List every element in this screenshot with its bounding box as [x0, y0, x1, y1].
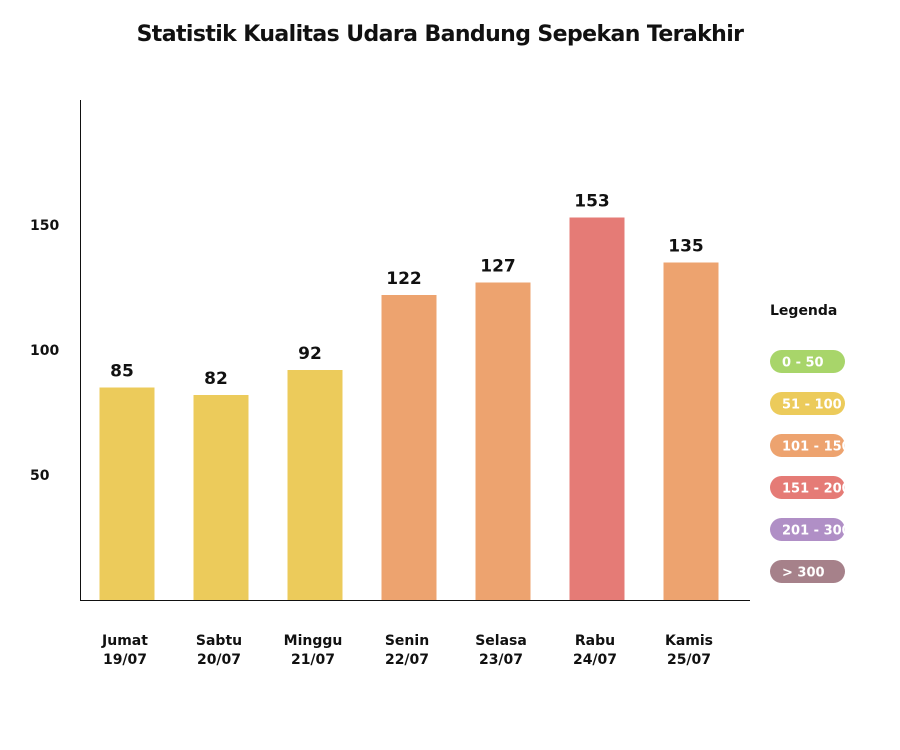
legend-swatch — [770, 434, 845, 457]
x-tick-date: 22/07 — [385, 652, 429, 668]
bar — [475, 282, 531, 600]
legend-label: 51 - 100 — [782, 398, 842, 413]
x-tick-label: Minggu 21/07 — [284, 633, 343, 668]
x-tick-date: 20/07 — [197, 652, 241, 668]
bar-value-label: 135 — [668, 237, 704, 257]
legend-label: > 300 — [782, 566, 825, 581]
y-axis-ticks: 50 100 150 — [30, 218, 59, 484]
bar — [99, 387, 155, 600]
chart-title: Statistik Kualitas Udara Bandung Sepekan… — [136, 22, 744, 47]
bar — [193, 395, 249, 600]
y-tick-label: 150 — [30, 218, 59, 234]
legend-label: 101 - 150 — [782, 440, 851, 455]
x-tick-date: 23/07 — [479, 652, 523, 668]
legend-item: 51 - 100 — [770, 392, 845, 415]
x-tick-day: Minggu — [284, 633, 343, 649]
bar — [287, 370, 343, 600]
legend-title: Legenda — [770, 303, 837, 319]
bar — [381, 295, 437, 600]
x-tick-day: Jumat — [101, 633, 148, 649]
bar-value-label: 92 — [298, 344, 322, 364]
legend-label: 151 - 200 — [782, 482, 851, 497]
x-tick-date: 25/07 — [667, 652, 711, 668]
x-tick-day: Selasa — [475, 633, 527, 649]
bar — [569, 217, 625, 600]
legend-item: 0 - 50 — [770, 350, 845, 373]
legend: Legenda 0 - 50 51 - 100 101 - 150 151 - 200 2… — [770, 303, 851, 583]
x-tick-date: 21/07 — [291, 652, 335, 668]
legend-label: 0 - 50 — [782, 356, 824, 371]
y-tick-label: 100 — [30, 343, 59, 359]
legend-swatch — [770, 350, 845, 373]
bar — [663, 262, 719, 600]
x-tick-label: Jumat 19/07 — [101, 633, 148, 668]
x-tick-label: Kamis 25/07 — [665, 633, 713, 668]
bar-value-label: 82 — [204, 369, 228, 389]
x-axis-ticks: Jumat 19/07 Sabtu 20/07 Minggu 21/07 Senin 22/0… — [101, 633, 713, 668]
x-tick-day: Rabu — [575, 633, 615, 649]
legend-item: 101 - 150 — [770, 434, 851, 457]
bar-value-label: 153 — [574, 192, 610, 212]
legend-swatch — [770, 392, 845, 415]
y-tick-label: 50 — [30, 468, 50, 484]
x-tick-label: Senin 22/07 — [385, 633, 429, 668]
legend-item: 201 - 300 — [770, 518, 851, 541]
value-labels-group: 85 82 92 122 127 153 135 — [110, 192, 704, 390]
legend-swatch — [770, 518, 845, 541]
bar-value-label: 85 — [110, 362, 134, 382]
bars-group — [99, 217, 719, 600]
bar-value-label: 122 — [386, 269, 422, 289]
x-tick-date: 19/07 — [103, 652, 147, 668]
x-tick-label: Rabu 24/07 — [573, 633, 617, 668]
x-tick-date: 24/07 — [573, 652, 617, 668]
x-tick-day: Sabtu — [196, 633, 242, 649]
x-tick-label: Sabtu 20/07 — [196, 633, 242, 668]
x-tick-day: Kamis — [665, 633, 713, 649]
x-tick-day: Senin — [385, 633, 429, 649]
legend-swatch — [770, 560, 845, 583]
legend-item: > 300 — [770, 560, 845, 583]
legend-swatch — [770, 476, 845, 499]
bar-value-label: 127 — [480, 257, 516, 277]
x-tick-label: Selasa 23/07 — [475, 633, 527, 668]
legend-label: 201 - 300 — [782, 524, 851, 539]
legend-item: 151 - 200 — [770, 476, 851, 499]
